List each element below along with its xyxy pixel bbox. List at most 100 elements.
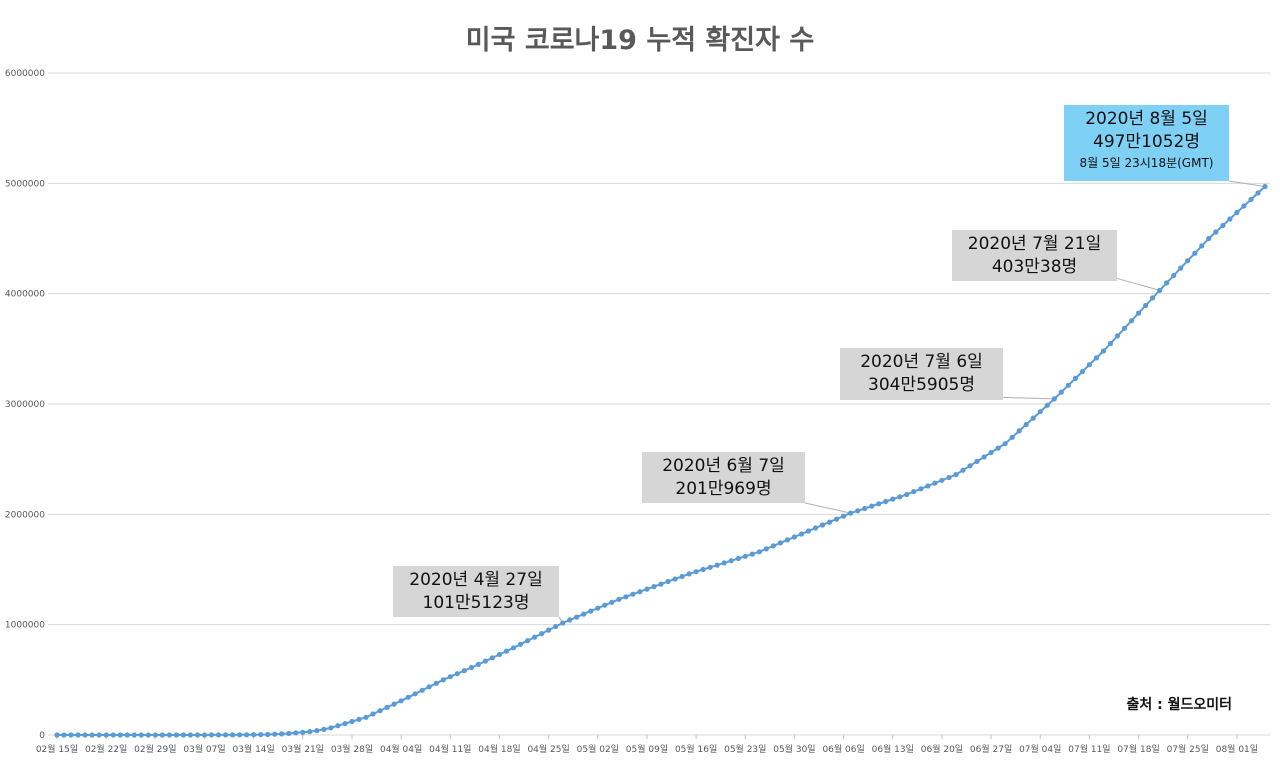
data-point	[1150, 295, 1156, 301]
data-point	[68, 732, 74, 738]
data-point	[384, 704, 390, 711]
data-point	[370, 711, 376, 717]
data-point	[686, 571, 692, 577]
data-point	[61, 732, 67, 738]
data-point	[447, 674, 453, 680]
annotation-leader-line	[804, 502, 851, 514]
x-tick-label: 07월 04일	[1019, 743, 1061, 755]
data-point	[862, 505, 868, 512]
data-point	[876, 501, 882, 507]
x-tick-label: 03월 21일	[282, 743, 324, 755]
data-point	[286, 730, 292, 737]
data-point	[539, 631, 545, 637]
data-point	[714, 562, 720, 568]
data-point	[581, 611, 587, 617]
x-tick-label: 07월 18일	[1117, 743, 1159, 755]
data-point	[967, 463, 973, 469]
data-point	[1206, 235, 1212, 242]
data-point	[532, 634, 538, 640]
data-point	[841, 513, 847, 519]
data-point	[1002, 441, 1008, 447]
annotation-line: 2020년 6월 7일	[662, 456, 785, 476]
x-tick-label: 04월 04일	[380, 743, 422, 755]
x-tick-label: 05월 09일	[626, 743, 668, 755]
data-point	[1072, 375, 1078, 381]
data-point	[918, 486, 924, 492]
data-point	[658, 581, 664, 587]
data-point	[834, 516, 840, 522]
x-tick-label: 05월 16일	[675, 743, 717, 755]
data-point	[272, 731, 278, 737]
data-point	[672, 576, 678, 582]
data-point	[1136, 310, 1142, 316]
data-point	[440, 677, 446, 683]
data-point	[82, 732, 88, 738]
x-tick-label: 02월 29일	[134, 743, 176, 755]
data-point	[117, 732, 123, 738]
data-point	[925, 483, 931, 489]
data-point	[75, 732, 81, 738]
data-point	[525, 638, 531, 644]
annotation-aug-05: 2020년 8월 5일 497만1052명 8월 5일 23시18분(GMT)	[1064, 105, 1229, 181]
data-point	[377, 708, 383, 714]
data-point	[1051, 396, 1057, 402]
data-point	[995, 445, 1001, 451]
data-point	[1262, 183, 1268, 190]
data-point	[1185, 258, 1191, 264]
data-point	[208, 732, 215, 738]
x-tick-label: 06월 20일	[921, 743, 963, 755]
data-point	[855, 508, 861, 514]
annotation-line: 2020년 8월 5일	[1085, 109, 1208, 129]
data-point	[433, 680, 439, 686]
data-point	[131, 732, 137, 738]
data-point	[1248, 196, 1254, 203]
data-point	[426, 684, 432, 690]
data-point	[482, 658, 488, 664]
y-tick-label: 2000000	[5, 510, 45, 520]
data-point	[770, 543, 777, 549]
data-point	[588, 608, 594, 614]
data-point	[651, 584, 657, 590]
data-point	[609, 599, 615, 605]
data-point	[848, 510, 854, 516]
data-point	[1058, 389, 1064, 395]
data-point	[1100, 348, 1107, 354]
x-tick-label: 06월 13일	[872, 743, 914, 755]
data-point	[546, 627, 552, 633]
data-point	[180, 732, 186, 738]
data-point	[356, 716, 362, 723]
data-point	[307, 729, 313, 735]
y-tick-label: 6000000	[5, 69, 45, 79]
y-tick-label: 0	[39, 731, 45, 741]
annotation-line: 2020년 7월 6일	[860, 352, 983, 372]
data-point	[1065, 382, 1071, 388]
data-point	[54, 732, 60, 738]
data-point	[560, 620, 566, 626]
data-point	[166, 732, 172, 738]
x-tick-label: 04월 25일	[527, 743, 569, 755]
data-point	[475, 661, 481, 668]
data-point	[637, 589, 643, 595]
data-point	[293, 730, 299, 736]
data-point	[1121, 325, 1128, 331]
data-point	[1199, 243, 1205, 249]
x-tick-label: 03월 07일	[183, 743, 225, 755]
annotation-line: 2020년 4월 27일	[409, 570, 543, 590]
data-point	[812, 525, 819, 531]
data-point	[1037, 409, 1043, 415]
data-point	[230, 732, 236, 738]
y-tick-label: 3000000	[5, 400, 45, 410]
x-tick-label: 04월 11일	[429, 743, 471, 755]
x-tick-label: 05월 23일	[724, 743, 766, 755]
x-tick-label: 02월 15일	[36, 743, 78, 755]
data-point	[890, 496, 896, 502]
x-tick-label: 07월 11일	[1068, 743, 1110, 755]
data-point	[1030, 415, 1036, 421]
annotation-line: 304만5905명	[868, 375, 975, 395]
data-point	[363, 714, 369, 720]
data-point	[946, 474, 952, 481]
annotation-line: 497만1052명	[1093, 132, 1200, 152]
data-point	[1164, 280, 1170, 286]
data-point	[419, 687, 425, 693]
data-point	[1143, 302, 1149, 309]
